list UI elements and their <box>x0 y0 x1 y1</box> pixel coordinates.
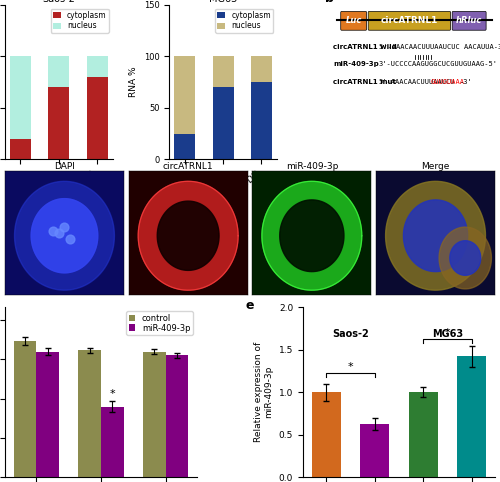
Title: miR-409-3p: miR-409-3p <box>286 161 338 171</box>
Polygon shape <box>404 200 468 272</box>
Bar <box>457 356 486 477</box>
Text: b: b <box>326 0 334 5</box>
Point <box>48 227 56 235</box>
Bar <box>78 350 101 477</box>
Bar <box>174 134 195 160</box>
Title: Saos-2: Saos-2 <box>42 0 76 4</box>
Polygon shape <box>157 201 219 270</box>
Bar <box>312 392 340 477</box>
Bar <box>86 56 108 77</box>
Text: e: e <box>245 298 254 311</box>
Bar <box>251 82 272 160</box>
Text: 3'-UCCCCAAGUGGCUCGUUGUAAG-5': 3'-UCCCCAAGUGGCUCGUUGUAAG-5' <box>378 62 498 67</box>
Polygon shape <box>450 241 480 275</box>
Bar <box>48 56 70 87</box>
Bar <box>143 351 166 477</box>
Bar <box>101 406 124 477</box>
Bar <box>48 87 70 160</box>
Bar <box>360 425 389 477</box>
Text: Luc: Luc <box>346 16 362 26</box>
Bar <box>10 139 31 160</box>
Bar <box>86 77 108 160</box>
Legend: control, miR-409-3p: control, miR-409-3p <box>126 311 193 335</box>
Bar <box>10 56 31 139</box>
Text: -3': -3' <box>460 79 473 85</box>
Polygon shape <box>31 199 98 273</box>
Point <box>66 236 74 243</box>
Bar <box>14 341 36 477</box>
Text: miR-409-3p: miR-409-3p <box>334 62 379 67</box>
Bar <box>212 56 234 87</box>
Y-axis label: RNA %: RNA % <box>129 67 138 97</box>
Title: MG63: MG63 <box>209 0 237 4</box>
Title: Merge: Merge <box>422 161 450 171</box>
Y-axis label: Relative expression of
miR-409-3p: Relative expression of miR-409-3p <box>254 342 273 442</box>
Polygon shape <box>386 181 486 290</box>
Polygon shape <box>262 181 362 290</box>
Text: Saos-2: Saos-2 <box>332 329 369 339</box>
Polygon shape <box>280 200 344 272</box>
Polygon shape <box>439 227 492 289</box>
Bar <box>166 356 188 477</box>
Point <box>60 223 68 231</box>
Bar <box>408 392 438 477</box>
Text: hRluc: hRluc <box>456 16 482 26</box>
Text: circATRNL1 mut: circATRNL1 mut <box>334 79 396 85</box>
Title: DAPI: DAPI <box>54 161 75 171</box>
FancyBboxPatch shape <box>368 12 450 30</box>
Text: GUUGUAAA: GUUGUAAA <box>430 79 464 85</box>
Text: *: * <box>444 328 450 338</box>
Text: 5'-AAACAACUUUAAUCU: 5'-AAACAACUUUAAUCU <box>378 79 455 85</box>
Point <box>54 229 62 237</box>
Bar <box>251 56 272 82</box>
FancyBboxPatch shape <box>340 12 366 30</box>
Title: circATRNL1: circATRNL1 <box>163 161 214 171</box>
Bar <box>212 87 234 160</box>
Legend: cytoplasm, nucleus: cytoplasm, nucleus <box>51 9 109 33</box>
Polygon shape <box>14 181 114 290</box>
FancyBboxPatch shape <box>452 12 486 30</box>
Text: *: * <box>110 388 115 399</box>
Polygon shape <box>138 181 238 290</box>
Polygon shape <box>31 199 98 273</box>
Bar <box>174 56 195 134</box>
Legend: cytoplasm, nucleus: cytoplasm, nucleus <box>215 9 273 33</box>
Text: circATRNL1 wild: circATRNL1 wild <box>334 44 397 50</box>
Text: MG63: MG63 <box>432 329 463 339</box>
Text: *: * <box>348 362 353 372</box>
Text: circATRNL1: circATRNL1 <box>380 16 438 26</box>
Text: 5'-AAACAACUUUAAUCUC AACAUUA-3': 5'-AAACAACUUUAAUCUC AACAUUA-3' <box>378 44 500 50</box>
Bar <box>36 351 59 477</box>
